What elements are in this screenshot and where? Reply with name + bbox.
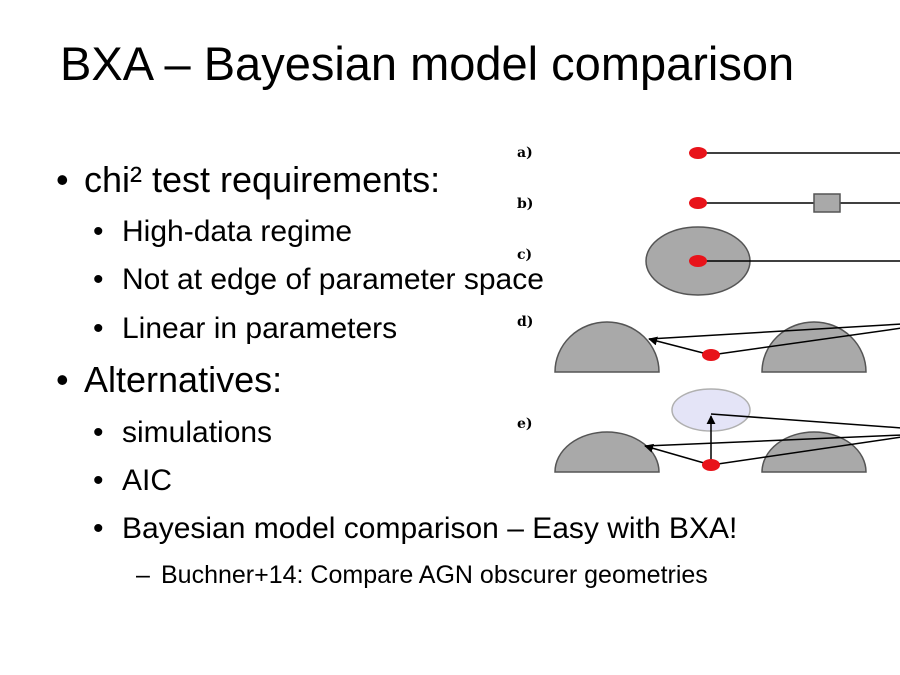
bullet-marker: • (93, 464, 104, 497)
bullet-high-data: • High-data regime (93, 217, 352, 247)
panel-e-ray-cloud (710, 413, 900, 429)
panel-d-arrow (648, 336, 712, 356)
bullet-text: Alternatives: (84, 359, 283, 400)
panel-e-arrow-left (644, 443, 712, 466)
panel-label-d: d) (517, 314, 533, 330)
bullet-text: Bayesian model comparison – Easy with BX… (122, 512, 738, 545)
model-comparison-figure: a) b) c) d) e) (517, 145, 900, 473)
bullet-text: Not at edge of parameter space (122, 263, 544, 296)
bullet-marker: • (93, 416, 104, 449)
dash-marker: – (136, 561, 150, 589)
bullet-text: AIC (122, 464, 173, 497)
bullet-marker: • (56, 159, 69, 200)
bullet-text: Buchner+14: Compare AGN obscurer geometr… (161, 561, 708, 589)
bullet-text: High-data regime (122, 215, 353, 248)
panel-e-torus-left (554, 431, 660, 473)
bullet-marker: • (93, 263, 104, 296)
panel-e-source-dot (702, 459, 720, 471)
bullet-marker: • (56, 359, 69, 400)
bullet-text: chi² test requirements: (84, 159, 441, 200)
panel-label-c: c) (517, 247, 532, 263)
panel-e-ray-direct (710, 436, 900, 466)
bullet-not-at-edge: • Not at edge of parameter space (93, 265, 544, 295)
bullet-simulations: • simulations (93, 418, 272, 448)
panel-d-torus-right (761, 321, 867, 373)
bullet-marker: • (93, 512, 104, 545)
bullet-alternatives: • Alternatives: (56, 362, 282, 398)
panel-b-source-dot (689, 197, 707, 209)
bullet-text: simulations (122, 416, 273, 449)
panel-label-b: b) (517, 196, 533, 212)
bullet-text: Linear in parameters (122, 312, 398, 345)
subbullet-buchner: – Buchner+14: Compare AGN obscurer geomet… (136, 563, 708, 588)
bullet-marker: • (93, 312, 104, 345)
panel-d-torus-left (554, 321, 660, 373)
panel-d-source-dot (702, 349, 720, 361)
panel-d-ray-reflected (648, 323, 900, 340)
bullet-marker: • (93, 215, 104, 248)
panel-e-ray-reflected (644, 434, 900, 447)
bullet-linear: • Linear in parameters (93, 314, 397, 344)
panel-d-ray-direct (710, 327, 900, 356)
panel-b-absorber-box (813, 193, 841, 213)
bullet-chi2-requirements: • chi² test requirements: (56, 162, 440, 198)
panel-a-source-dot (689, 147, 707, 159)
bullet-aic: • AIC (93, 466, 172, 496)
bullet-bayesian: • Bayesian model comparison – Easy with B… (93, 514, 737, 544)
panel-c-source-dot (689, 255, 707, 267)
slide-title: BXA – Bayesian model comparison (60, 37, 795, 90)
panel-label-e: e) (517, 416, 533, 432)
panel-label-a: a) (517, 145, 533, 161)
panel-e-torus-right (761, 431, 867, 473)
